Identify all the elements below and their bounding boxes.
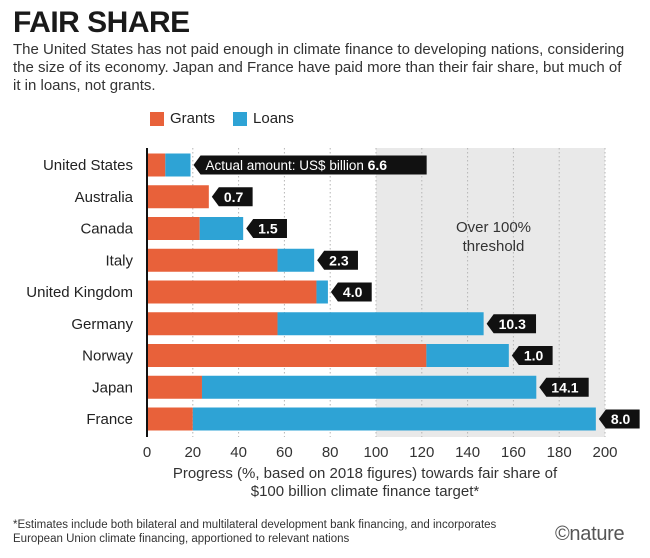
chart-title: FAIR SHARE [13, 6, 190, 39]
data-label: 1.5 [258, 221, 278, 237]
bar-loans [201, 375, 537, 399]
x-axis-label: Progress (%, based on 2018 figures) towa… [172, 465, 558, 500]
footnote: *Estimates include both bilateral and mu… [13, 519, 497, 545]
data-label-box [193, 155, 427, 175]
x-tick-label: 40 [230, 444, 247, 461]
x-tick-label: 120 [409, 444, 434, 461]
data-label: 10.3 [499, 316, 526, 332]
x-tick-label: 80 [322, 444, 339, 461]
x-tick-label: 180 [547, 444, 572, 461]
bar-grants [147, 153, 166, 177]
data-label-box [330, 282, 372, 302]
category-label: Canada [80, 221, 133, 238]
bar-loans [277, 312, 484, 336]
bar-grants [147, 312, 278, 336]
x-tick-label: 100 [363, 444, 388, 461]
data-label-box [246, 219, 287, 238]
bar-loans [192, 407, 596, 431]
x-tick-label: 0 [143, 444, 151, 461]
legend-label-loans: Loans [253, 110, 294, 127]
data-label-box [486, 314, 537, 334]
data-label-box [598, 409, 640, 429]
threshold-label-line2: threshold [463, 238, 525, 255]
category-label: Italy [105, 252, 133, 269]
nature-logo: ©nature [555, 523, 625, 545]
bar-loans [165, 153, 191, 177]
category-label: Norway [82, 348, 133, 365]
data-label-box [317, 250, 358, 270]
bar-grants [147, 375, 202, 399]
x-tick-label: 200 [592, 444, 617, 461]
legend-label-grants: Grants [170, 110, 216, 127]
data-label-box [511, 346, 553, 365]
legend-item-loans: Loans [233, 110, 294, 127]
bar-grants [147, 344, 427, 367]
bar-loans [316, 280, 328, 304]
x-tick-label: 160 [501, 444, 526, 461]
data-label: 0.7 [224, 189, 244, 205]
category-label: Australia [75, 189, 134, 206]
category-label: France [86, 411, 133, 428]
bar-grants [147, 185, 209, 209]
legend-swatch-loans [233, 111, 248, 126]
threshold-label-line1: Over 100% [456, 219, 531, 236]
data-label-box [211, 187, 253, 207]
data-label: 8.0 [611, 411, 631, 427]
category-label: Japan [92, 379, 133, 396]
bar-loans [199, 217, 244, 240]
bar-grants [147, 248, 278, 272]
legend-swatch-grants [150, 111, 164, 126]
data-label-box [539, 377, 589, 397]
x-tick-label: 140 [455, 444, 480, 461]
bar-loans [426, 344, 509, 367]
data-label: 1.0 [524, 348, 544, 364]
bar-grants [147, 407, 193, 431]
bar-grants [147, 280, 317, 304]
legend: Grants Loans [150, 110, 294, 127]
data-label: Actual amount: US$ billion 6.6 [206, 157, 388, 173]
data-label: 4.0 [343, 284, 363, 300]
x-tick-label: 20 [184, 444, 201, 461]
data-label: 2.3 [329, 252, 349, 268]
category-label: United States [43, 157, 133, 174]
bar-grants [147, 217, 200, 240]
x-tick-label: 60 [276, 444, 293, 461]
legend-item-grants: Grants [150, 110, 215, 127]
category-label: Germany [71, 316, 133, 333]
category-label: United Kingdom [26, 284, 133, 301]
data-label: 14.1 [551, 379, 578, 395]
chart-subtitle: The United States has not paid enough in… [13, 41, 625, 94]
bar-loans [277, 248, 315, 272]
